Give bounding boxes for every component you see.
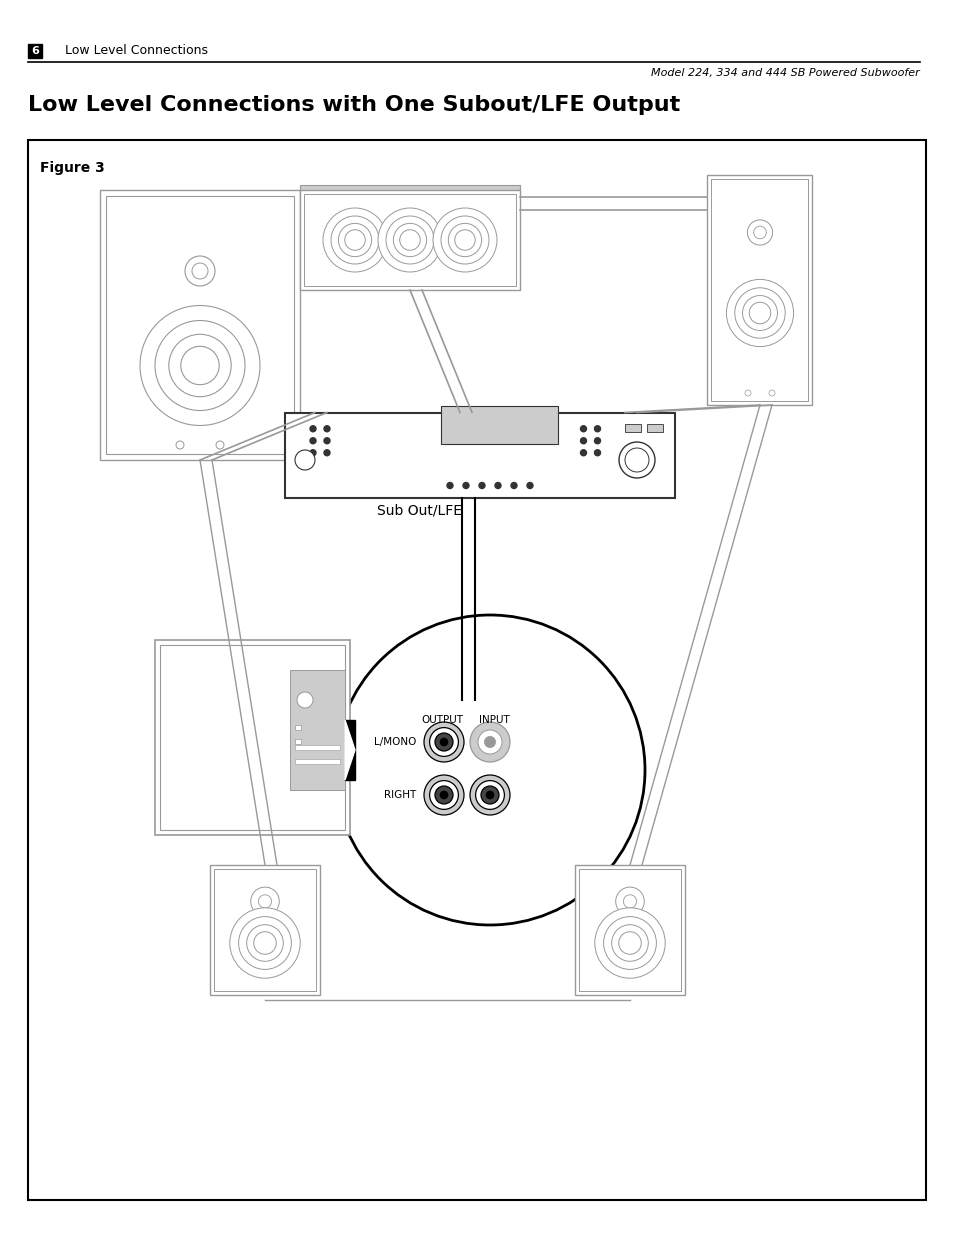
Circle shape: [462, 483, 469, 489]
Circle shape: [618, 442, 655, 478]
Circle shape: [310, 426, 315, 432]
Text: Figure 3: Figure 3: [40, 161, 105, 175]
Bar: [304, 194, 516, 287]
Bar: [578, 869, 680, 990]
Text: Model 224, 334 and 444 SB Powered Subwoofer: Model 224, 334 and 444 SB Powered Subwoo…: [651, 68, 919, 78]
Circle shape: [622, 895, 636, 908]
Text: RIGHT: RIGHT: [383, 790, 416, 800]
Circle shape: [429, 727, 458, 756]
Circle shape: [323, 207, 387, 272]
Bar: [707, 175, 812, 405]
Circle shape: [594, 426, 599, 432]
Circle shape: [435, 785, 453, 804]
Polygon shape: [345, 720, 355, 781]
Circle shape: [495, 483, 500, 489]
Bar: [285, 412, 675, 498]
Circle shape: [440, 792, 447, 799]
Circle shape: [594, 908, 664, 978]
Text: 6: 6: [31, 46, 39, 56]
Bar: [100, 190, 299, 459]
Bar: [290, 671, 345, 790]
Circle shape: [579, 437, 586, 443]
Circle shape: [377, 207, 441, 272]
Circle shape: [175, 441, 184, 450]
Circle shape: [746, 220, 772, 245]
Circle shape: [324, 450, 330, 456]
Circle shape: [486, 792, 493, 799]
Text: Sub Out/LFE: Sub Out/LFE: [377, 503, 462, 517]
Circle shape: [296, 692, 313, 708]
Bar: [210, 864, 319, 995]
Circle shape: [511, 483, 517, 489]
Circle shape: [480, 785, 498, 804]
Bar: [299, 185, 519, 198]
Circle shape: [470, 776, 510, 815]
Bar: [294, 760, 339, 764]
Bar: [106, 196, 294, 454]
Circle shape: [744, 390, 750, 396]
Bar: [711, 179, 807, 401]
Bar: [213, 869, 315, 990]
Circle shape: [310, 450, 315, 456]
Circle shape: [230, 908, 300, 978]
Circle shape: [435, 734, 453, 751]
Circle shape: [753, 226, 765, 238]
Bar: [28, 140, 925, 1200]
Bar: [441, 405, 558, 443]
Circle shape: [484, 736, 495, 747]
Circle shape: [440, 739, 447, 746]
Circle shape: [768, 390, 774, 396]
Circle shape: [594, 450, 599, 456]
Circle shape: [140, 305, 260, 426]
Bar: [154, 640, 350, 835]
Bar: [28, 44, 42, 58]
Circle shape: [258, 895, 272, 908]
Circle shape: [185, 256, 214, 287]
Bar: [646, 424, 662, 432]
Circle shape: [433, 207, 497, 272]
Circle shape: [579, 450, 586, 456]
Text: Low Level Connections: Low Level Connections: [65, 43, 208, 57]
Circle shape: [579, 426, 586, 432]
Text: OUTPUT: OUTPUT: [420, 715, 462, 725]
Circle shape: [725, 279, 793, 347]
Polygon shape: [345, 720, 355, 781]
Bar: [299, 190, 519, 290]
Circle shape: [594, 437, 599, 443]
Circle shape: [192, 263, 208, 279]
Circle shape: [526, 483, 533, 489]
Circle shape: [294, 450, 314, 471]
Circle shape: [423, 722, 463, 762]
Circle shape: [251, 887, 279, 915]
Circle shape: [477, 730, 501, 755]
Circle shape: [478, 483, 484, 489]
Circle shape: [470, 722, 510, 762]
Circle shape: [476, 781, 504, 809]
Circle shape: [324, 437, 330, 443]
Circle shape: [429, 781, 458, 809]
Circle shape: [324, 426, 330, 432]
Circle shape: [447, 483, 453, 489]
Circle shape: [615, 887, 643, 915]
Bar: [294, 745, 339, 750]
Text: INPUT: INPUT: [478, 715, 509, 725]
Circle shape: [310, 437, 315, 443]
Bar: [294, 725, 301, 730]
Circle shape: [335, 615, 644, 925]
Text: L/MONO: L/MONO: [374, 737, 416, 747]
Bar: [294, 739, 301, 743]
Circle shape: [215, 441, 224, 450]
Bar: [575, 864, 684, 995]
Text: Low Level Connections with One Subout/LFE Output: Low Level Connections with One Subout/LF…: [28, 95, 679, 115]
Bar: [160, 645, 345, 830]
Circle shape: [423, 776, 463, 815]
Circle shape: [624, 448, 648, 472]
Bar: [624, 424, 640, 432]
